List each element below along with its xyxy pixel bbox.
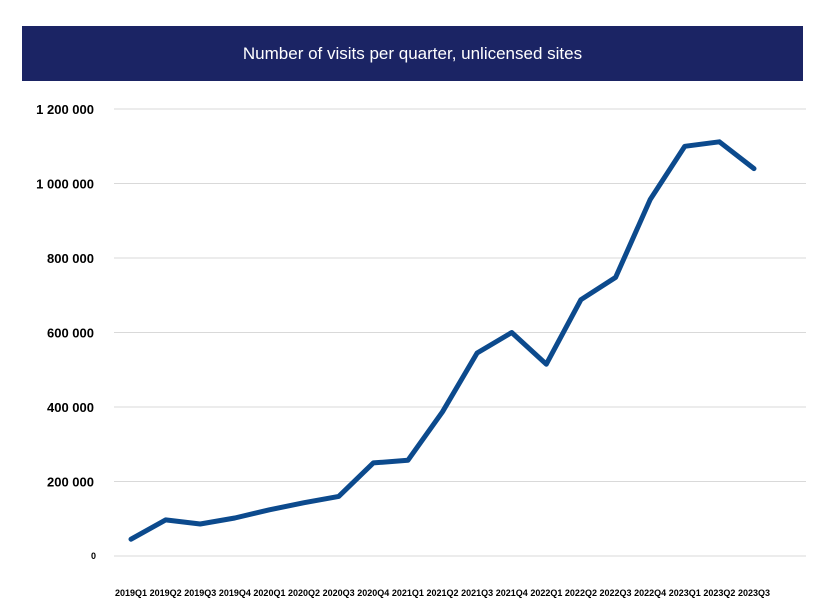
- x-tick-label: 2019Q3: [184, 588, 216, 598]
- x-tick-label: 2023Q3: [738, 588, 770, 598]
- chart-title-bar: Number of visits per quarter, unlicensed…: [22, 26, 803, 81]
- x-tick-label: 2022Q3: [600, 588, 632, 598]
- y-tick-label: 600 000: [47, 326, 94, 341]
- x-tick-label: 2021Q1: [392, 588, 424, 598]
- x-tick-label: 2023Q1: [669, 588, 701, 598]
- x-tick-label: 2019Q4: [219, 588, 251, 598]
- chart-title: Number of visits per quarter, unlicensed…: [242, 43, 583, 63]
- series-line: [128, 139, 757, 542]
- y-tick-label: 0: [91, 551, 96, 561]
- x-tick-label: 2019Q2: [150, 588, 182, 598]
- x-tick-label: 2022Q1: [530, 588, 562, 598]
- y-tick-label: 1 000 000: [36, 177, 94, 192]
- x-tick-label: 2022Q2: [565, 588, 597, 598]
- x-tick-label: 2020Q2: [288, 588, 320, 598]
- x-tick-label: 2020Q3: [323, 588, 355, 598]
- x-tick-label: 2020Q4: [357, 588, 389, 598]
- y-tick-label: 800 000: [47, 251, 94, 266]
- x-tick-label: 2021Q3: [461, 588, 493, 598]
- x-tick-label: 2021Q4: [496, 588, 528, 598]
- y-tick-label: 200 000: [47, 475, 94, 490]
- x-tick-label: 2021Q2: [426, 588, 458, 598]
- y-tick-label: 1 200 000: [36, 102, 94, 117]
- x-tick-label: 2023Q2: [703, 588, 735, 598]
- x-tick-label: 2019Q1: [115, 588, 147, 598]
- y-tick-label: 400 000: [47, 400, 94, 415]
- x-tick-label: 2022Q4: [634, 588, 666, 598]
- x-tick-label: 2020Q1: [253, 588, 285, 598]
